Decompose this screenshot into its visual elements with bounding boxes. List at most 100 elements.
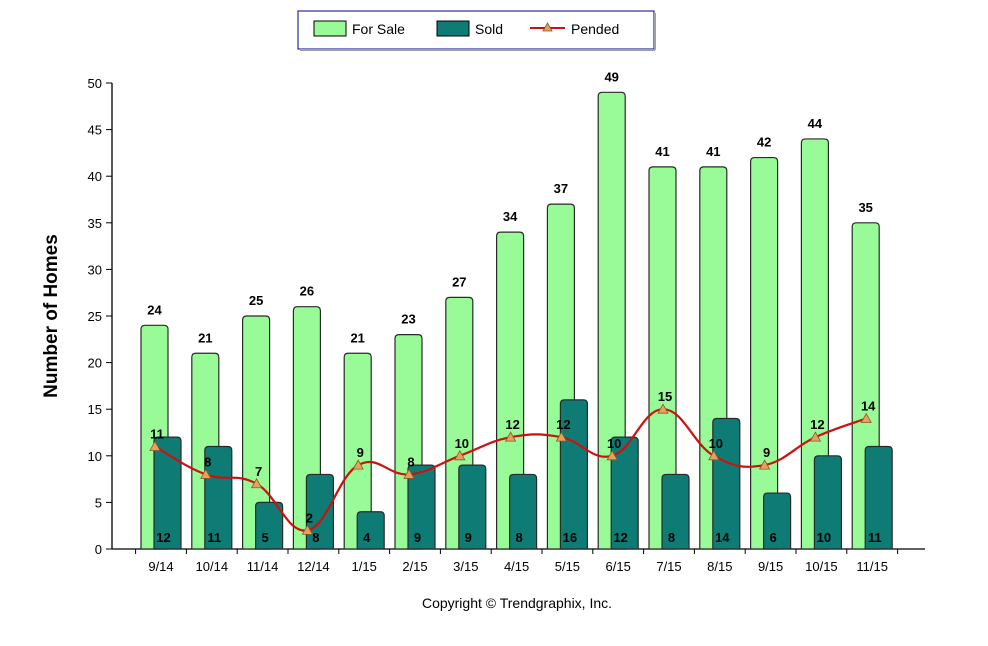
y-tick-label: 20 [88, 356, 102, 371]
pended-value-label: 8 [204, 454, 211, 469]
pended-marker [809, 431, 822, 442]
sold-bar [255, 501, 284, 550]
for-sale-value-label: 42 [757, 135, 771, 150]
y-tick-label: 10 [88, 449, 102, 464]
for-sale-bar [750, 156, 779, 550]
pended-line [149, 403, 872, 535]
sold-bar [763, 492, 792, 550]
sold-value-label: 5 [261, 530, 268, 545]
sold-value-label: 11 [207, 530, 221, 545]
pended-value-label: 8 [407, 454, 414, 469]
sold-bar [813, 455, 842, 550]
legend-label-for-sale: For Sale [352, 21, 405, 37]
pended-marker [657, 403, 669, 414]
for-sale-value-label: 37 [554, 181, 568, 196]
for-sale-bar [242, 315, 271, 550]
pended-value-label: 10 [455, 436, 469, 451]
x-tick-label: 12/14 [297, 559, 330, 574]
x-tick-label: 7/15 [656, 559, 681, 574]
legend-box [297, 10, 655, 50]
sold-value-label: 8 [515, 530, 522, 545]
for-sale-value-label: 23 [401, 312, 415, 327]
pended-marker [454, 449, 466, 461]
for-sale-value-label: 25 [249, 293, 263, 308]
for-sale-value-label: 26 [300, 284, 314, 299]
pended-value-label: 11 [150, 426, 164, 441]
sold-value-label: 10 [817, 530, 831, 545]
sold-bar [153, 436, 182, 550]
y-tick-label: 50 [88, 76, 102, 91]
for-sale-value-label: 41 [655, 144, 669, 159]
y-tick-label: 45 [88, 123, 102, 138]
for-sale-bar [648, 166, 677, 550]
pended-marker [708, 449, 720, 461]
sold-bar [356, 511, 385, 550]
sold-value-label: 8 [312, 530, 319, 545]
legend: For Sale Sold Pended [297, 10, 656, 51]
y-tick-label: 5 [95, 495, 102, 510]
pended-value-label: 15 [658, 389, 672, 404]
x-tick-label: 11/14 [247, 559, 279, 574]
y-tick-label: 30 [88, 262, 102, 277]
sold-value-label: 12 [156, 530, 170, 545]
sold-bar [661, 473, 690, 550]
for-sale-value-label: 44 [808, 116, 823, 131]
x-tick-label: 10/14 [196, 559, 229, 574]
sold-value-label: 8 [668, 530, 675, 545]
pended-marker [758, 459, 771, 470]
sold-value-label: 16 [563, 530, 577, 545]
legend-label-sold: Sold [475, 21, 503, 37]
sold-bars [153, 399, 893, 550]
for-sale-value-label: 35 [858, 200, 872, 215]
pended-marker [403, 468, 415, 479]
x-tick-label: 9/14 [148, 559, 173, 574]
y-axis-title: Number of Homes [41, 234, 62, 398]
pended-value-label: 7 [255, 464, 262, 479]
pended-marker [200, 468, 212, 479]
pended-marker [352, 459, 364, 470]
for-sale-value-label: 24 [147, 302, 162, 317]
sold-value-label: 6 [769, 530, 776, 545]
for-sale-value-label: 21 [198, 330, 212, 345]
sold-bar [305, 473, 334, 550]
legend-marker-pended [542, 22, 553, 32]
sold-value-label: 14 [715, 530, 730, 545]
x-tick-label: 8/15 [707, 559, 732, 574]
for-sale-value-label: 41 [706, 144, 720, 159]
sold-value-label: 12 [613, 530, 627, 545]
x-tick-label: 9/15 [758, 559, 783, 574]
for-sale-bar [496, 231, 525, 550]
pended-value-label: 12 [810, 417, 824, 432]
pended-marker [504, 431, 517, 442]
pended-value-label: 12 [556, 417, 570, 432]
sold-bar [864, 445, 893, 550]
sold-bar [712, 417, 741, 550]
sold-bar [407, 464, 436, 550]
for-sale-value-label: 27 [452, 274, 466, 289]
sold-value-label: 11 [868, 530, 882, 545]
pended-value-label: 10 [607, 436, 621, 451]
sold-value-label: 4 [363, 530, 371, 545]
legend-swatch-for-sale [313, 20, 347, 37]
x-tick-label: 5/15 [555, 559, 580, 574]
pended-marker [250, 477, 263, 489]
data-labels: 2412211125526821423927934837164912418411… [147, 69, 881, 545]
sold-bar [204, 445, 233, 550]
pended-marker [149, 440, 161, 451]
for-sale-value-label: 34 [503, 209, 518, 224]
sold-bar [458, 464, 487, 550]
x-tick-label: 2/15 [402, 559, 427, 574]
x-tick-label: 1/15 [352, 559, 377, 574]
copyright-text: Copyright © Trendgraphix, Inc. [422, 595, 612, 611]
legend-swatch-sold [436, 20, 470, 37]
pended-value-label: 12 [505, 417, 519, 432]
for-sale-value-label: 21 [350, 330, 364, 345]
x-tick-label: 6/15 [606, 559, 631, 574]
x-tick-label: 10/15 [805, 559, 838, 574]
x-tick-label: 4/15 [504, 559, 529, 574]
y-tick-label: 40 [88, 169, 102, 184]
pended-value-label: 9 [763, 445, 770, 460]
for-sale-bar [800, 138, 829, 550]
legend-label-pended: Pended [571, 21, 619, 37]
x-tick-label: 11/15 [856, 559, 888, 574]
